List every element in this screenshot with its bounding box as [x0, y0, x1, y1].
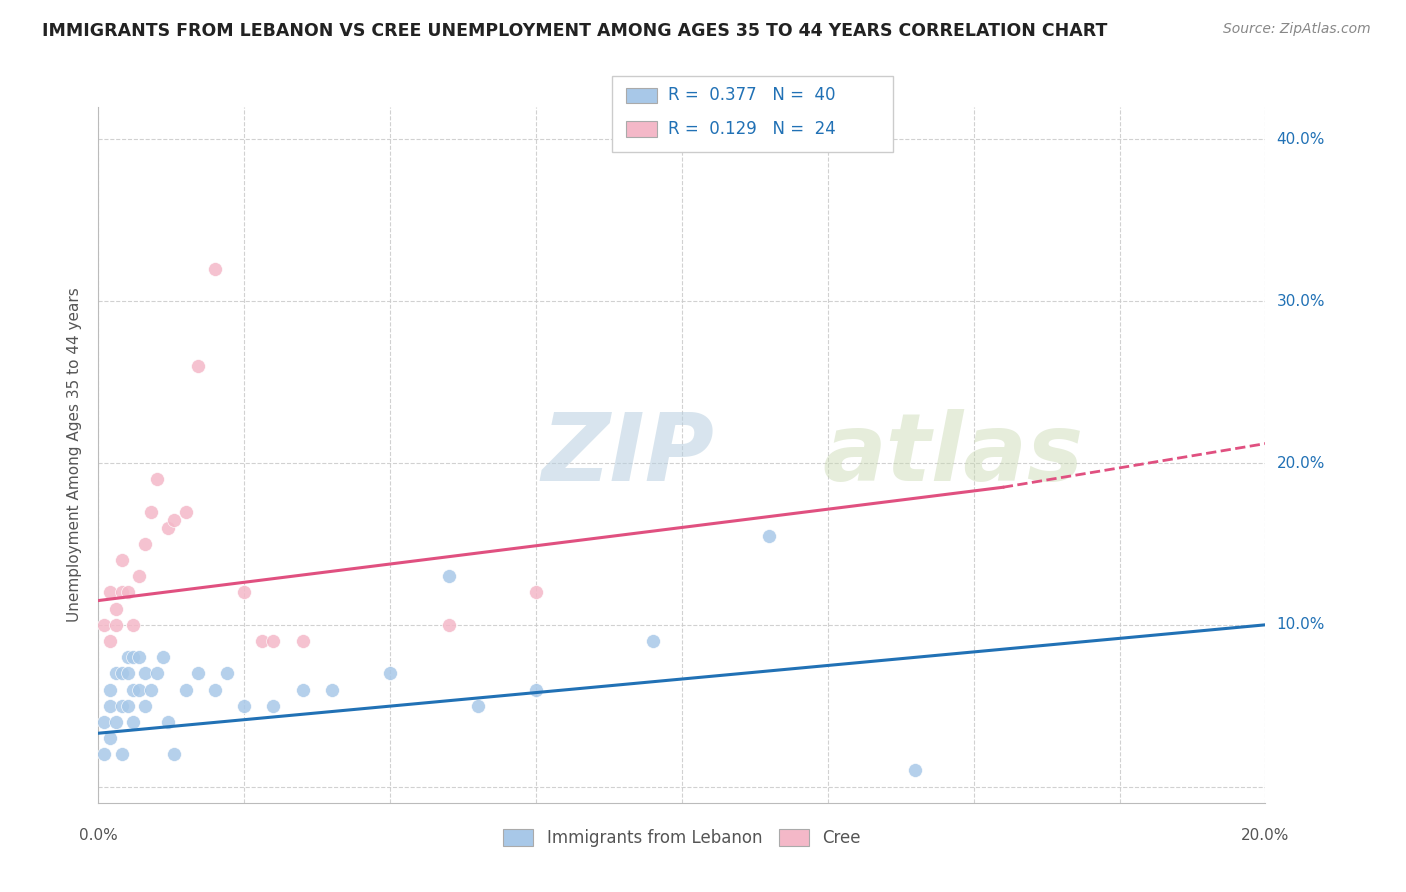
- Point: [163, 747, 186, 762]
- Point: [524, 585, 547, 599]
- Point: [233, 698, 256, 713]
- Point: [250, 634, 273, 648]
- Text: IMMIGRANTS FROM LEBANON VS CREE UNEMPLOYMENT AMONG AGES 35 TO 44 YEARS CORRELATI: IMMIGRANTS FROM LEBANON VS CREE UNEMPLOY…: [42, 22, 1108, 40]
- Point: [98, 634, 121, 648]
- Point: [139, 504, 162, 518]
- Legend: Immigrants from Lebanon, Cree: Immigrants from Lebanon, Cree: [496, 822, 868, 854]
- Point: [122, 617, 145, 632]
- Text: atlas: atlas: [823, 409, 1083, 501]
- Point: [146, 472, 169, 486]
- Point: [104, 617, 127, 632]
- Y-axis label: Unemployment Among Ages 35 to 44 years: Unemployment Among Ages 35 to 44 years: [67, 287, 83, 623]
- Point: [187, 359, 209, 373]
- Point: [437, 569, 460, 583]
- Point: [187, 666, 209, 681]
- Point: [157, 521, 180, 535]
- Text: Source: ZipAtlas.com: Source: ZipAtlas.com: [1223, 22, 1371, 37]
- Point: [98, 698, 121, 713]
- Point: [104, 666, 127, 681]
- Point: [641, 634, 664, 648]
- Point: [98, 682, 121, 697]
- Point: [134, 666, 156, 681]
- Point: [146, 666, 169, 681]
- Point: [111, 666, 134, 681]
- Point: [93, 714, 115, 729]
- Point: [122, 714, 145, 729]
- Point: [262, 698, 284, 713]
- Point: [174, 682, 197, 697]
- Point: [291, 682, 314, 697]
- Point: [134, 537, 156, 551]
- Text: 0.0%: 0.0%: [79, 828, 118, 843]
- Point: [128, 569, 150, 583]
- Point: [117, 650, 139, 665]
- Point: [117, 666, 139, 681]
- Point: [152, 650, 174, 665]
- Point: [157, 714, 180, 729]
- Text: 40.0%: 40.0%: [1277, 132, 1324, 147]
- Point: [111, 698, 134, 713]
- Point: [134, 698, 156, 713]
- Point: [111, 747, 134, 762]
- Point: [233, 585, 256, 599]
- Point: [467, 698, 489, 713]
- Point: [437, 617, 460, 632]
- Text: R =  0.377   N =  40: R = 0.377 N = 40: [668, 87, 835, 104]
- Point: [104, 601, 127, 615]
- Point: [98, 585, 121, 599]
- Point: [93, 747, 115, 762]
- Text: 20.0%: 20.0%: [1241, 828, 1289, 843]
- Point: [93, 617, 115, 632]
- Text: 30.0%: 30.0%: [1277, 293, 1324, 309]
- Text: 10.0%: 10.0%: [1277, 617, 1324, 632]
- Point: [128, 650, 150, 665]
- Point: [204, 682, 226, 697]
- Point: [111, 585, 134, 599]
- Point: [174, 504, 197, 518]
- Point: [262, 634, 284, 648]
- Point: [321, 682, 343, 697]
- Point: [758, 529, 780, 543]
- Point: [122, 650, 145, 665]
- Point: [117, 698, 139, 713]
- Point: [380, 666, 402, 681]
- Point: [904, 764, 927, 778]
- Point: [163, 513, 186, 527]
- Point: [291, 634, 314, 648]
- Point: [128, 682, 150, 697]
- Text: ZIP: ZIP: [541, 409, 714, 501]
- Point: [122, 682, 145, 697]
- Point: [111, 553, 134, 567]
- Point: [139, 682, 162, 697]
- Point: [524, 682, 547, 697]
- Text: 20.0%: 20.0%: [1277, 456, 1324, 470]
- Point: [104, 714, 127, 729]
- Text: R =  0.129   N =  24: R = 0.129 N = 24: [668, 120, 835, 138]
- Point: [215, 666, 238, 681]
- Point: [98, 731, 121, 745]
- Point: [117, 585, 139, 599]
- Point: [204, 261, 226, 276]
